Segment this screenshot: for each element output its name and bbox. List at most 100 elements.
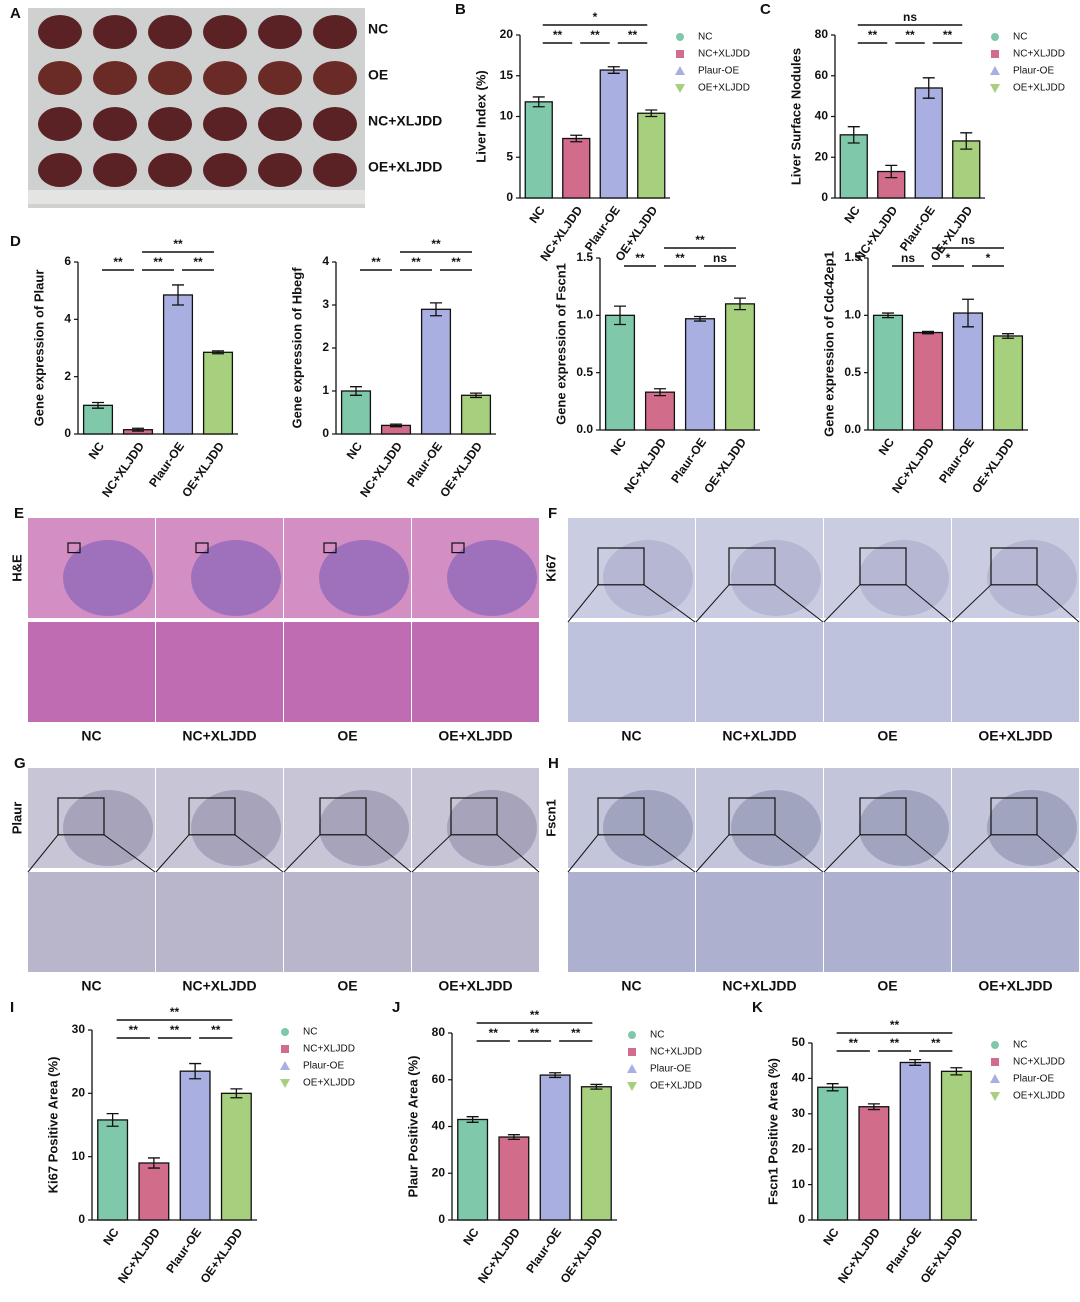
tissue-region — [63, 790, 153, 866]
error-bar — [549, 1072, 562, 1079]
zoom-box — [319, 797, 367, 836]
bar — [684, 318, 716, 431]
error-bar — [466, 1116, 479, 1123]
legend-label: Plaur-OE — [650, 1064, 691, 1075]
zoom-box — [990, 547, 1038, 586]
liver-photo — [28, 8, 365, 208]
tissue-region — [987, 540, 1077, 616]
significance-label: * — [986, 251, 991, 265]
column-label: NC — [81, 728, 101, 744]
x-tick-label: NC — [100, 1225, 122, 1248]
legend-marker — [280, 1061, 290, 1070]
significance-label: ** — [451, 255, 461, 269]
x-tick-label: NC — [344, 439, 366, 462]
liver — [313, 107, 357, 141]
error-bar — [147, 1157, 160, 1169]
y-tick-label: 4 — [64, 312, 71, 326]
micrograph-zoom — [824, 622, 951, 722]
legend-label: NC — [1013, 1040, 1027, 1051]
zoom-line — [567, 834, 599, 873]
zoom-line — [1036, 584, 1080, 623]
error-bar — [922, 77, 935, 99]
column-label: OE+XLJDD — [978, 728, 1052, 744]
legend-label: NC — [1013, 32, 1027, 43]
error-bar — [132, 427, 144, 432]
x-tick-label: NC — [820, 1225, 842, 1248]
x-tick-label: Plaur-OE — [582, 204, 623, 254]
zoom-box — [990, 797, 1038, 836]
y-tick-label: 0 — [506, 190, 513, 204]
x-tick-label: Plaur-OE — [163, 1226, 204, 1276]
tissue-region — [603, 540, 693, 616]
liver — [38, 61, 82, 95]
zoom-line — [643, 584, 696, 623]
y-tick-label: 60 — [815, 68, 829, 82]
zoom-box — [728, 797, 776, 836]
bar — [599, 69, 628, 199]
error-bar — [172, 284, 184, 306]
y-tick-label: 2 — [64, 369, 71, 383]
significance-label: ** — [590, 28, 600, 42]
legend-marker — [280, 1079, 290, 1088]
bar — [604, 314, 636, 431]
zoom-line — [951, 834, 992, 873]
micrograph-zoom — [28, 872, 155, 972]
zoom-line — [951, 584, 992, 623]
panel-letter: A — [10, 5, 21, 22]
column-label: NC — [81, 978, 101, 994]
bar — [539, 1074, 571, 1221]
legend-label: Plaur-OE — [303, 1061, 344, 1072]
error-bar — [909, 1058, 922, 1066]
y-axis-title: Gene expression of Cdc42ep1 — [821, 251, 836, 437]
bar — [952, 312, 984, 431]
significance-label: ** — [170, 1023, 180, 1037]
tissue-region — [603, 790, 693, 866]
zoom-box — [188, 797, 236, 836]
bar — [420, 308, 452, 435]
zoom-line — [905, 834, 952, 873]
error-bar — [962, 298, 974, 328]
bar — [562, 137, 591, 199]
stain-label: Fscn1 — [543, 799, 558, 837]
legend-marker — [675, 84, 685, 93]
panel-letter: I — [10, 999, 14, 1016]
bar — [524, 101, 553, 199]
micrograph-zoom — [952, 622, 1079, 722]
micrograph-zoom — [412, 622, 539, 722]
liver — [258, 153, 302, 187]
liver — [258, 61, 302, 95]
bar — [340, 390, 372, 435]
error-bar — [607, 66, 620, 74]
y-tick-label: 20 — [432, 1165, 446, 1179]
y-tick-label: 0.0 — [844, 422, 861, 436]
stain-label: H&E — [9, 554, 24, 582]
legend-label: OE+XLJDD — [698, 83, 750, 94]
significance-label: ns — [903, 10, 917, 24]
legend-label: Plaur-OE — [1013, 1074, 1054, 1085]
tissue-region — [191, 790, 281, 866]
legend-label: NC — [650, 1030, 664, 1041]
legend-label: NC+XLJDD — [1013, 49, 1065, 60]
significance-label: ** — [695, 233, 705, 247]
zoom-box — [597, 797, 645, 836]
ruler — [28, 190, 365, 204]
panel-letter: C — [760, 1, 771, 18]
y-tick-label: 0 — [821, 190, 828, 204]
legend-label: NC — [698, 32, 712, 43]
legend-label: OE+XLJDD — [303, 1078, 355, 1089]
y-tick-label: 50 — [792, 1035, 806, 1049]
legend-marker — [990, 84, 1000, 93]
legend-marker — [628, 1048, 636, 1056]
micrograph-zoom — [696, 622, 823, 722]
column-label: NC+XLJDD — [182, 728, 256, 744]
y-tick-label: 20 — [72, 1086, 86, 1100]
error-bar — [430, 302, 442, 317]
zoom-box — [57, 797, 105, 836]
y-tick-label: 80 — [815, 27, 829, 41]
legend-label: OE+XLJDD — [1013, 83, 1065, 94]
x-tick-label: OE+XLJDD — [197, 1225, 245, 1285]
panel-letter: G — [14, 755, 26, 772]
legend-marker — [676, 50, 684, 58]
zoom-line — [643, 834, 696, 873]
legend-marker — [990, 1092, 1000, 1101]
